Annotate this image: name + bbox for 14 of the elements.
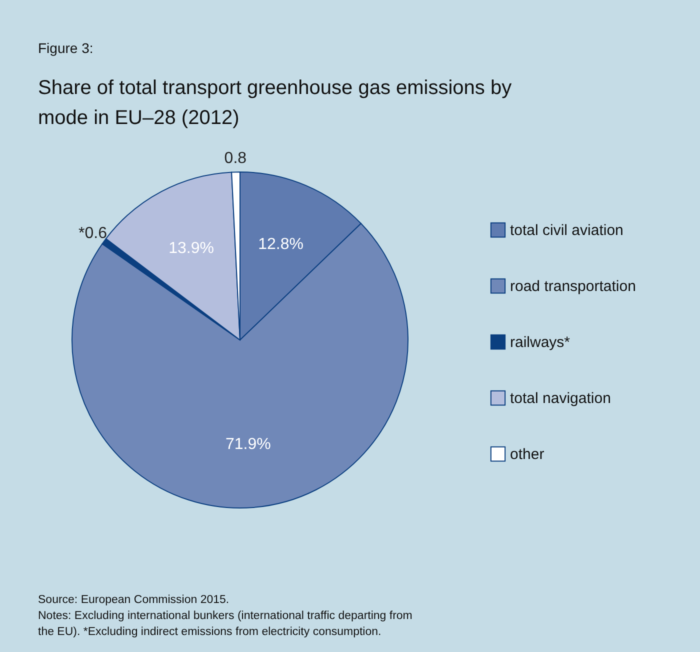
caption: Figure 3: bbox=[38, 40, 94, 56]
text: Notes: Excluding international bunkers (international traffic departing from the EU). *Excluding indirect emissions from electricity consumption. bbox=[38, 610, 412, 638]
data-label: 71.9% bbox=[225, 436, 271, 453]
source-note: Source: European Commission 2015. bbox=[38, 594, 230, 606]
data-label: 0.8 bbox=[224, 150, 247, 168]
chart-title: Share of total transport greenhouse gas emissions by mode in EU–28 (2012) bbox=[38, 77, 512, 129]
legend-label: other bbox=[510, 446, 544, 463]
data-label: *0.6 bbox=[78, 225, 108, 242]
legend-label: road transportation bbox=[510, 278, 636, 295]
legend-label: railways* bbox=[510, 334, 570, 351]
legend-label: total navigation bbox=[510, 390, 611, 407]
legend-label: total civil aviation bbox=[510, 222, 624, 239]
data-label: 13.9% bbox=[168, 240, 214, 257]
data-label: 12.8% bbox=[258, 236, 304, 254]
